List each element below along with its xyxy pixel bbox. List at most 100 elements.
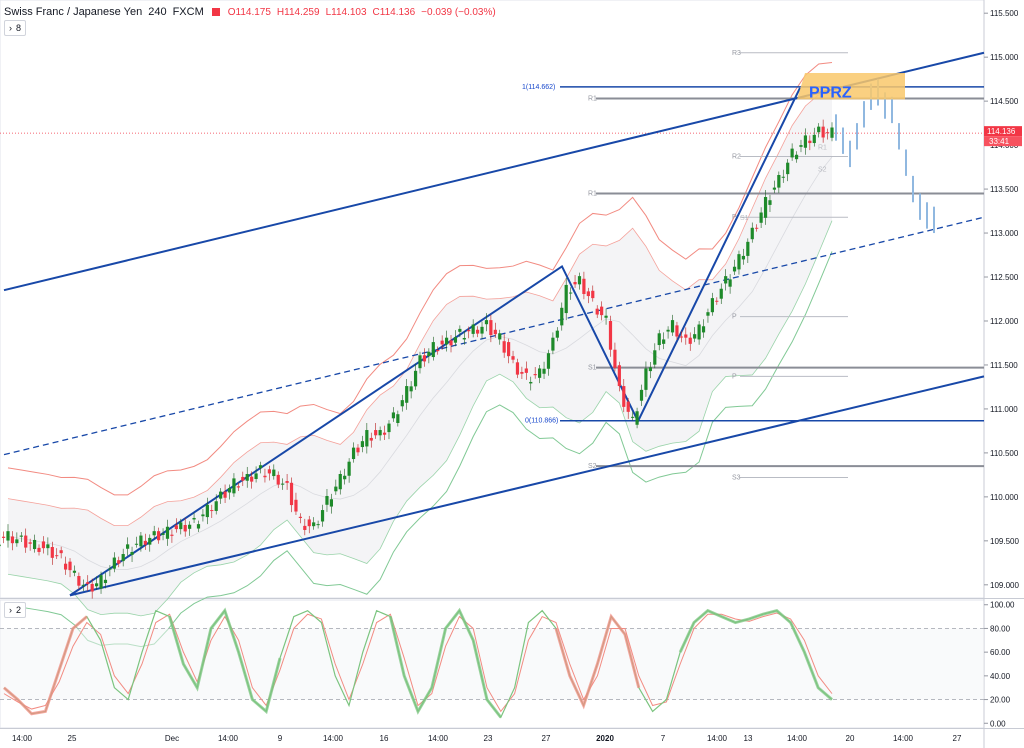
time-tick-label: Dec xyxy=(165,734,179,743)
candle-body xyxy=(662,339,666,344)
candle-body xyxy=(639,389,644,401)
pprz-zone xyxy=(797,72,905,100)
candle-body xyxy=(746,241,750,256)
pivot-label: P xyxy=(732,314,737,321)
candle-body xyxy=(360,441,365,448)
candle-body xyxy=(480,326,484,334)
candle-body xyxy=(444,337,449,345)
pivot-label: S3 xyxy=(732,475,741,482)
candle-body xyxy=(161,533,165,535)
candle-body xyxy=(86,582,90,584)
candle-body xyxy=(763,196,768,218)
candle-body xyxy=(405,386,409,403)
candle-body xyxy=(276,474,280,485)
price-tick-label: 109.000 xyxy=(990,581,1019,590)
price-tick-label: 109.500 xyxy=(990,537,1019,546)
candle-body xyxy=(538,368,542,378)
candle-body xyxy=(139,535,143,547)
time-tick-label: 7 xyxy=(661,734,666,743)
last-price-tag xyxy=(984,126,1022,137)
price-tick-label: 115.000 xyxy=(990,53,1019,62)
close-value: C114.136 xyxy=(372,6,416,18)
main-indicators-toggle[interactable]: › 8 xyxy=(4,20,27,36)
symbol-name[interactable]: Swiss Franc / Japanese Yen xyxy=(4,6,143,18)
candle-body xyxy=(365,430,369,447)
oscillator-indicators-toggle[interactable]: › 2 xyxy=(4,602,27,618)
candle-body xyxy=(6,531,10,541)
candle-body xyxy=(449,340,453,346)
candle-body xyxy=(564,284,568,314)
candle-body xyxy=(374,430,378,436)
pivot-label: P xyxy=(732,214,737,221)
candle-body xyxy=(254,473,258,479)
candle-body xyxy=(294,499,298,512)
candle-body xyxy=(19,535,23,537)
candle-body xyxy=(316,524,320,526)
time-tick-label: 20 xyxy=(846,734,855,743)
time-tick-label: 14:00 xyxy=(428,734,449,743)
time-tick-label: 14:00 xyxy=(787,734,808,743)
bollinger-outer-upper xyxy=(7,61,833,496)
candle-body xyxy=(498,333,502,340)
candle-body xyxy=(422,355,427,362)
time-tick-label: 13 xyxy=(744,734,753,743)
candle-body xyxy=(369,437,373,441)
candle-body xyxy=(706,312,710,316)
osc-tick-label: 80.00 xyxy=(990,624,1011,633)
candle-body xyxy=(657,333,661,346)
candle-body xyxy=(0,544,1,547)
candle-body xyxy=(493,329,497,335)
candle-body xyxy=(573,281,577,285)
candle-body xyxy=(179,522,183,530)
candle-body xyxy=(825,132,830,134)
time-tick-label: 27 xyxy=(542,734,551,743)
candle-body xyxy=(192,517,196,520)
bollinger-mid xyxy=(7,156,833,570)
price-tick-label: 115.500 xyxy=(990,9,1019,18)
candle-body xyxy=(263,475,267,478)
candle-body xyxy=(219,491,223,499)
time-tick-label: 14:00 xyxy=(323,734,344,743)
candle-body xyxy=(245,474,249,481)
countdown-tag xyxy=(984,136,1022,147)
candle-body xyxy=(382,432,387,435)
candle-body xyxy=(675,325,679,337)
candle-body xyxy=(502,341,506,353)
candle-body xyxy=(750,227,754,240)
candle-body xyxy=(608,320,613,350)
candle-body xyxy=(63,563,68,570)
candle-body xyxy=(582,278,586,295)
candle-body xyxy=(250,476,254,482)
high-value: H114.259 xyxy=(276,6,320,18)
fib-label-top: 1(114.662) xyxy=(522,84,555,91)
candle-body xyxy=(560,307,564,326)
candle-body xyxy=(351,447,356,460)
candle-body xyxy=(670,320,675,333)
candle-body xyxy=(183,525,187,532)
fib-label-bottom: 0(110.866) xyxy=(525,418,558,425)
candle-body xyxy=(285,481,289,483)
chevron-right-icon: › xyxy=(9,23,12,33)
price-tick-label: 112.000 xyxy=(990,317,1019,326)
candle-body xyxy=(418,355,422,369)
chevron-right-icon: › xyxy=(9,605,12,615)
pivot-label: S2 xyxy=(588,463,597,470)
candle-body xyxy=(812,134,816,144)
candle-body xyxy=(617,365,621,387)
candle-body xyxy=(431,342,435,358)
candle-body xyxy=(484,320,489,325)
interval-label[interactable]: 240 xyxy=(148,6,167,18)
osc-tick-label: 40.00 xyxy=(990,672,1011,681)
candle-body xyxy=(701,326,706,333)
time-tick-label: 23 xyxy=(484,734,493,743)
candle-body xyxy=(697,324,701,340)
candle-body xyxy=(781,176,785,178)
candle-body xyxy=(586,291,590,297)
osc-tick-label: 100.00 xyxy=(990,601,1015,610)
xabcd-pattern xyxy=(69,87,801,597)
candle-body xyxy=(471,324,475,334)
candle-body xyxy=(515,362,520,375)
candle-body xyxy=(475,329,480,334)
candle-body xyxy=(462,337,466,340)
